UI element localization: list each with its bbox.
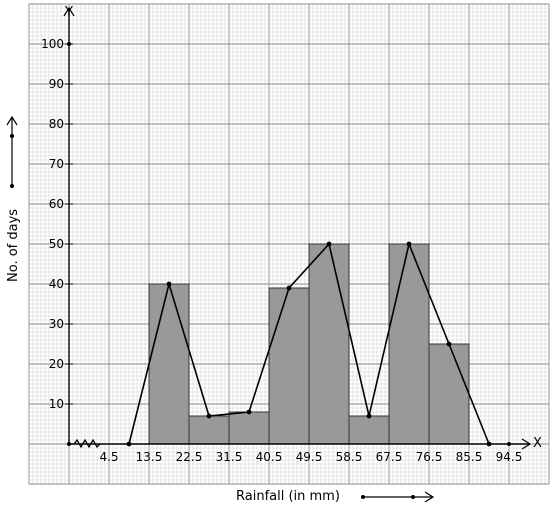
x-tick-label: 76.5 bbox=[416, 450, 443, 464]
y-tick-label: 100 bbox=[41, 37, 64, 51]
y-tick-label: 20 bbox=[49, 357, 64, 371]
frequency-polygon-line bbox=[128, 241, 490, 445]
y-tick-label: 80 bbox=[49, 117, 64, 131]
x-tick-label: 4.5 bbox=[99, 450, 118, 464]
histogram-bar bbox=[148, 283, 190, 445]
histogram-bar bbox=[308, 243, 350, 445]
histogram-bars bbox=[148, 243, 470, 445]
frequency-polygon-point bbox=[326, 241, 332, 247]
y-axis-arrowhead bbox=[63, 6, 75, 17]
histogram-bar bbox=[348, 415, 390, 445]
y-tick-label: 10 bbox=[49, 397, 64, 411]
axes bbox=[63, 6, 532, 450]
frequency-polygon-point bbox=[446, 341, 452, 347]
x-tick-label: 13.5 bbox=[136, 450, 163, 464]
y-tick-label: 70 bbox=[49, 157, 64, 171]
y-direction-arrow bbox=[6, 115, 18, 188]
y-axis-letter: Y bbox=[64, 5, 73, 20]
frequency-polygon-point bbox=[406, 241, 412, 247]
y-tick-label: 50 bbox=[49, 237, 64, 251]
y-axis-title: No. of days bbox=[6, 209, 21, 282]
x-axis-end-point bbox=[507, 442, 511, 446]
histogram-bar bbox=[268, 287, 310, 445]
x-axis-title: Rainfall (in mm) bbox=[236, 489, 340, 504]
frequency-polygon-point bbox=[246, 409, 252, 415]
x-axis-letter: X bbox=[533, 436, 542, 451]
frequency-polygon-point bbox=[366, 413, 372, 419]
x-tick-label: 94.5 bbox=[496, 450, 523, 464]
x-axis-arrowhead bbox=[521, 438, 532, 450]
tick-labels: 10 20 30 40 50 60 70 80 90 100 4.5 13.5 22.5 31.5 40.5… bbox=[41, 37, 522, 464]
y-tick-label: 60 bbox=[49, 197, 64, 211]
histogram-bar bbox=[428, 343, 470, 445]
origin-point bbox=[67, 442, 71, 446]
y-tick-label: 30 bbox=[49, 317, 64, 331]
x-tick-label: 58.5 bbox=[336, 450, 363, 464]
x-tick-label: 85.5 bbox=[456, 450, 483, 464]
x-direction-arrow bbox=[361, 491, 435, 503]
x-tick-label: 49.5 bbox=[296, 450, 323, 464]
x-tick-label: 31.5 bbox=[216, 450, 243, 464]
histogram-bar bbox=[228, 411, 270, 445]
frequency-polygon-point bbox=[286, 285, 292, 291]
axis-break-zigzag bbox=[73, 438, 101, 449]
x-tick-label: 40.5 bbox=[256, 450, 283, 464]
frequency-polygon-point bbox=[486, 441, 492, 447]
frequency-polygon-point bbox=[206, 413, 212, 419]
y-tick-label: 40 bbox=[49, 277, 64, 291]
histogram-bar bbox=[188, 415, 230, 445]
y-tick-label: 90 bbox=[49, 77, 64, 91]
y-top-point bbox=[67, 42, 71, 46]
frequency-polygon-point bbox=[166, 281, 172, 287]
frequency-polygon bbox=[126, 241, 492, 447]
histogram-bar bbox=[388, 243, 430, 445]
frequency-polygon-point bbox=[126, 441, 132, 447]
x-tick-label: 67.5 bbox=[376, 450, 403, 464]
x-tick-label: 22.5 bbox=[176, 450, 203, 464]
